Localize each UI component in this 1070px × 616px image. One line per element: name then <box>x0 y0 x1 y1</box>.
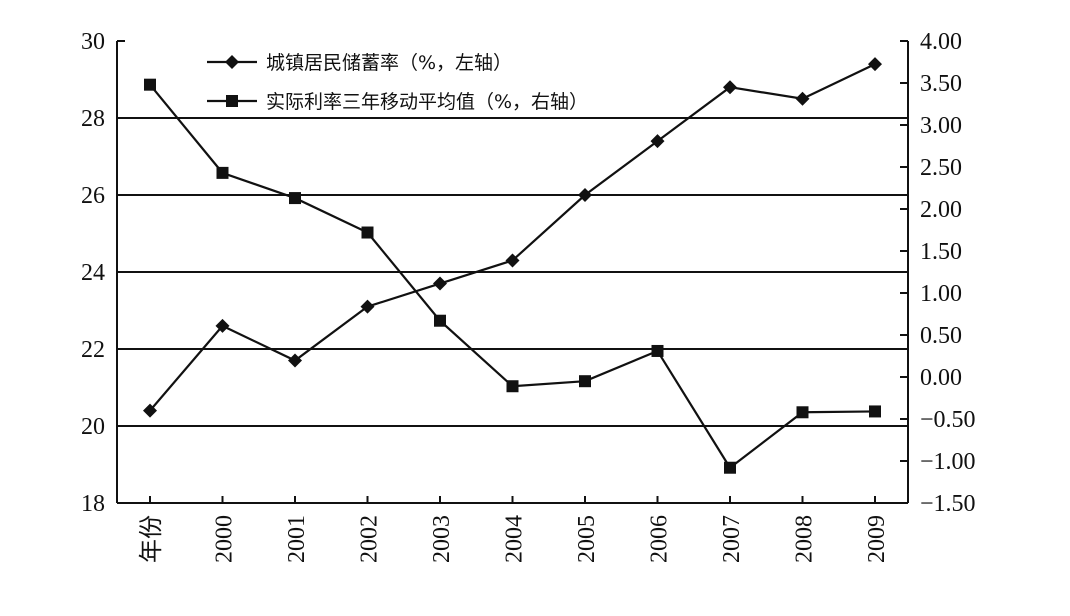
square-point <box>651 344 664 357</box>
right-tick-label: 0.50 <box>920 323 962 349</box>
diamond-point <box>723 80 737 95</box>
diamond-point <box>433 276 447 291</box>
savings-rate-line <box>149 63 876 412</box>
right-tick-label: −1.00 <box>920 449 976 475</box>
left-tick-label: 22 <box>81 337 105 363</box>
legend-square-marker <box>226 95 238 107</box>
right-tick-label: 1.00 <box>920 281 962 307</box>
right-tick-label: 2.00 <box>920 197 962 223</box>
x-category-label: 2002 <box>357 515 383 563</box>
right-axis-ticks: 4.00 3.50 3.00 2.50 2.00 1.50 1.00 0.50 0.00 −0.5… <box>900 29 976 517</box>
diamond-point <box>360 299 375 314</box>
right-tick-label: 4.00 <box>920 29 962 55</box>
x-category-label: 2003 <box>429 515 455 563</box>
legend-diamond-marker <box>225 55 239 69</box>
diamond-point <box>795 91 810 106</box>
x-category-label: 2007 <box>719 515 745 563</box>
square-point <box>869 405 881 418</box>
interest-rate-line <box>149 83 876 470</box>
square-point <box>579 375 591 388</box>
series-group <box>143 57 882 474</box>
right-tick-label: 3.50 <box>920 71 962 97</box>
right-tick-label: 1.50 <box>920 239 962 265</box>
x-category-label: 2005 <box>574 515 600 563</box>
square-point <box>361 226 374 239</box>
left-tick-label: 30 <box>81 29 105 55</box>
square-point <box>216 166 229 179</box>
diamond-point <box>215 318 230 333</box>
x-axis-categories: 年份 2000 2001 2002 2003 2004 2005 2006 2007 2008 20… <box>138 496 890 563</box>
square-point <box>724 461 736 474</box>
x-category-label: 2004 <box>502 515 528 563</box>
legend: 城镇居民储蓄率（%，左轴） 实际利率三年移动平均值（%，右轴） <box>207 52 588 113</box>
x-category-label: 2006 <box>647 515 673 563</box>
diamond-point <box>868 57 882 72</box>
diamond-point <box>288 353 302 368</box>
x-category-label: 2009 <box>864 515 890 563</box>
legend-label: 城镇居民储蓄率（%，左轴） <box>266 52 512 74</box>
right-tick-label: 2.50 <box>920 155 962 181</box>
right-tick-label: −1.50 <box>920 491 976 517</box>
diamond-point <box>143 403 157 418</box>
left-tick-label: 28 <box>81 106 105 132</box>
square-point <box>434 314 446 327</box>
square-point <box>289 192 301 205</box>
right-tick-label: 3.00 <box>920 113 962 139</box>
left-tick-label: 18 <box>81 491 105 517</box>
left-tick-label: 20 <box>81 414 105 440</box>
right-tick-label: −0.50 <box>920 407 976 433</box>
x-category-label: 2008 <box>792 515 818 563</box>
diamond-point <box>650 134 665 149</box>
right-tick-label: 0.00 <box>920 365 962 391</box>
gridlines <box>117 117 908 427</box>
left-tick-label: 24 <box>81 260 105 286</box>
x-category-label: 2001 <box>284 515 310 563</box>
diamond-point <box>578 188 592 202</box>
x-category-label: 2000 <box>212 515 238 563</box>
square-point <box>506 380 519 393</box>
diamond-point <box>505 253 520 268</box>
left-tick-label: 26 <box>81 183 105 209</box>
left-axis-ticks: 30 28 26 24 22 20 18 <box>81 29 125 517</box>
x-axis-header: 年份 <box>138 515 165 563</box>
square-point <box>796 406 809 419</box>
legend-label: 实际利率三年移动平均值（%，右轴） <box>266 91 588 113</box>
square-point <box>144 78 156 91</box>
